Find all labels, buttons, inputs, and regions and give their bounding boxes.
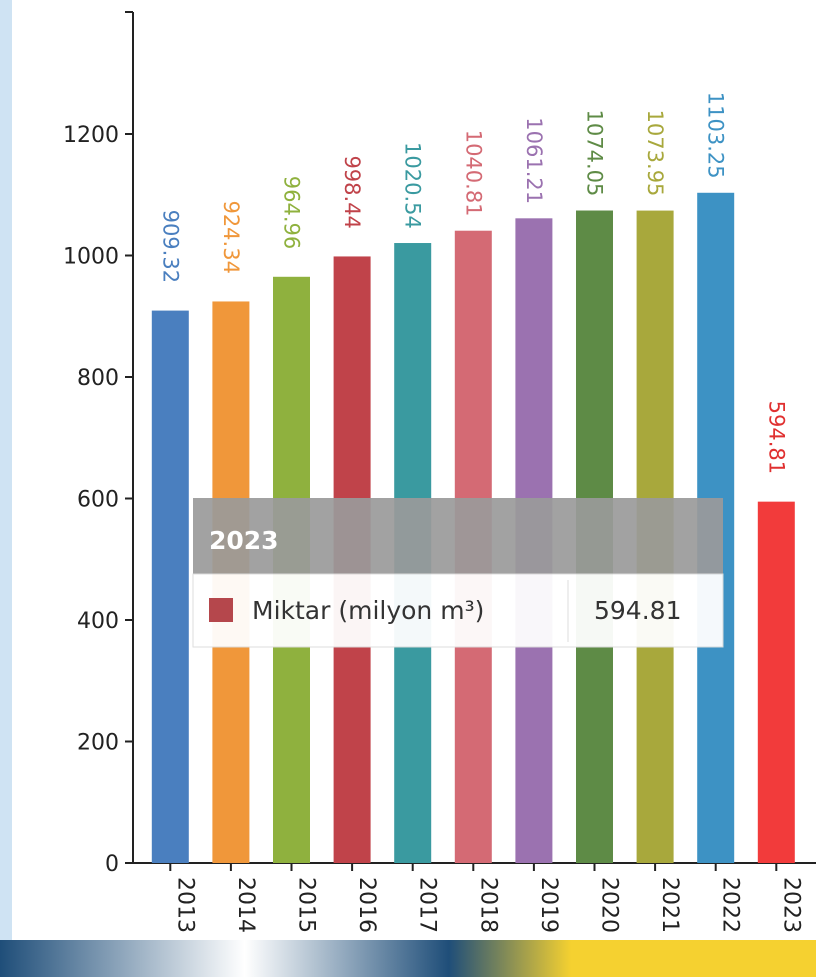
x-tick-label: 2017 (415, 877, 440, 933)
tooltip-title: 2023 (209, 526, 279, 555)
x-tick-label: 2022 (718, 877, 743, 933)
data-label: 1074.05 (583, 110, 607, 197)
y-tick-label: 0 (105, 852, 119, 877)
tooltip-swatch (209, 598, 233, 622)
y-tick-label: 600 (77, 488, 119, 513)
x-axis: 2013 2014 2015 2016 2017 2018 2019 2020 2021 2022… (169, 863, 803, 933)
x-tick-label: 2015 (294, 877, 319, 933)
bars (151, 192, 795, 863)
x-tick-label: 2018 (475, 877, 500, 933)
chart-tooltip: 2023 Miktar (milyon m³) 594.81 (192, 498, 724, 648)
y-tick-label: 1000 (63, 245, 119, 270)
data-label: 1020.54 (401, 142, 425, 229)
footer-banner (0, 940, 816, 977)
y-tick-label: 200 (77, 731, 119, 756)
x-tick-label: 2014 (233, 877, 258, 933)
bar[interactable] (757, 501, 795, 863)
data-label: 998.44 (340, 155, 364, 228)
tooltip-body (192, 573, 724, 648)
bar-chart: 0 200 400 600 800 1000 1200 909.32 924.34 964.96… (63, 11, 816, 933)
data-label: 594.81 (764, 401, 788, 474)
data-label: 909.32 (158, 210, 182, 283)
y-tick-label: 800 (77, 366, 119, 391)
x-tick-label: 2023 (778, 877, 803, 933)
data-label: 1073.95 (643, 110, 667, 197)
chart-panel: 0 200 400 600 800 1000 1200 909.32 924.34 964.96… (12, 0, 816, 940)
tooltip-header (193, 498, 723, 574)
tooltip-value: 594.81 (594, 596, 681, 625)
x-tick-label: 2021 (657, 877, 682, 933)
x-tick-label: 2016 (354, 877, 379, 933)
x-tick-label: 2019 (536, 877, 561, 933)
data-label: 924.34 (219, 200, 243, 273)
data-labels: 909.32 924.34 964.96 998.44 1020.54 1040.81 10… (158, 92, 788, 474)
data-label: 964.96 (280, 176, 304, 249)
x-tick-label: 2020 (597, 877, 622, 933)
data-label: 1103.25 (704, 92, 728, 179)
y-tick-label: 400 (77, 609, 119, 634)
data-label: 1061.21 (522, 117, 546, 204)
y-tick-label: 1200 (63, 123, 119, 148)
data-label: 1040.81 (461, 130, 485, 217)
bar[interactable] (151, 310, 189, 863)
tooltip-series-name: Miktar (milyon m³) (252, 596, 484, 625)
x-tick-label: 2013 (172, 877, 197, 933)
